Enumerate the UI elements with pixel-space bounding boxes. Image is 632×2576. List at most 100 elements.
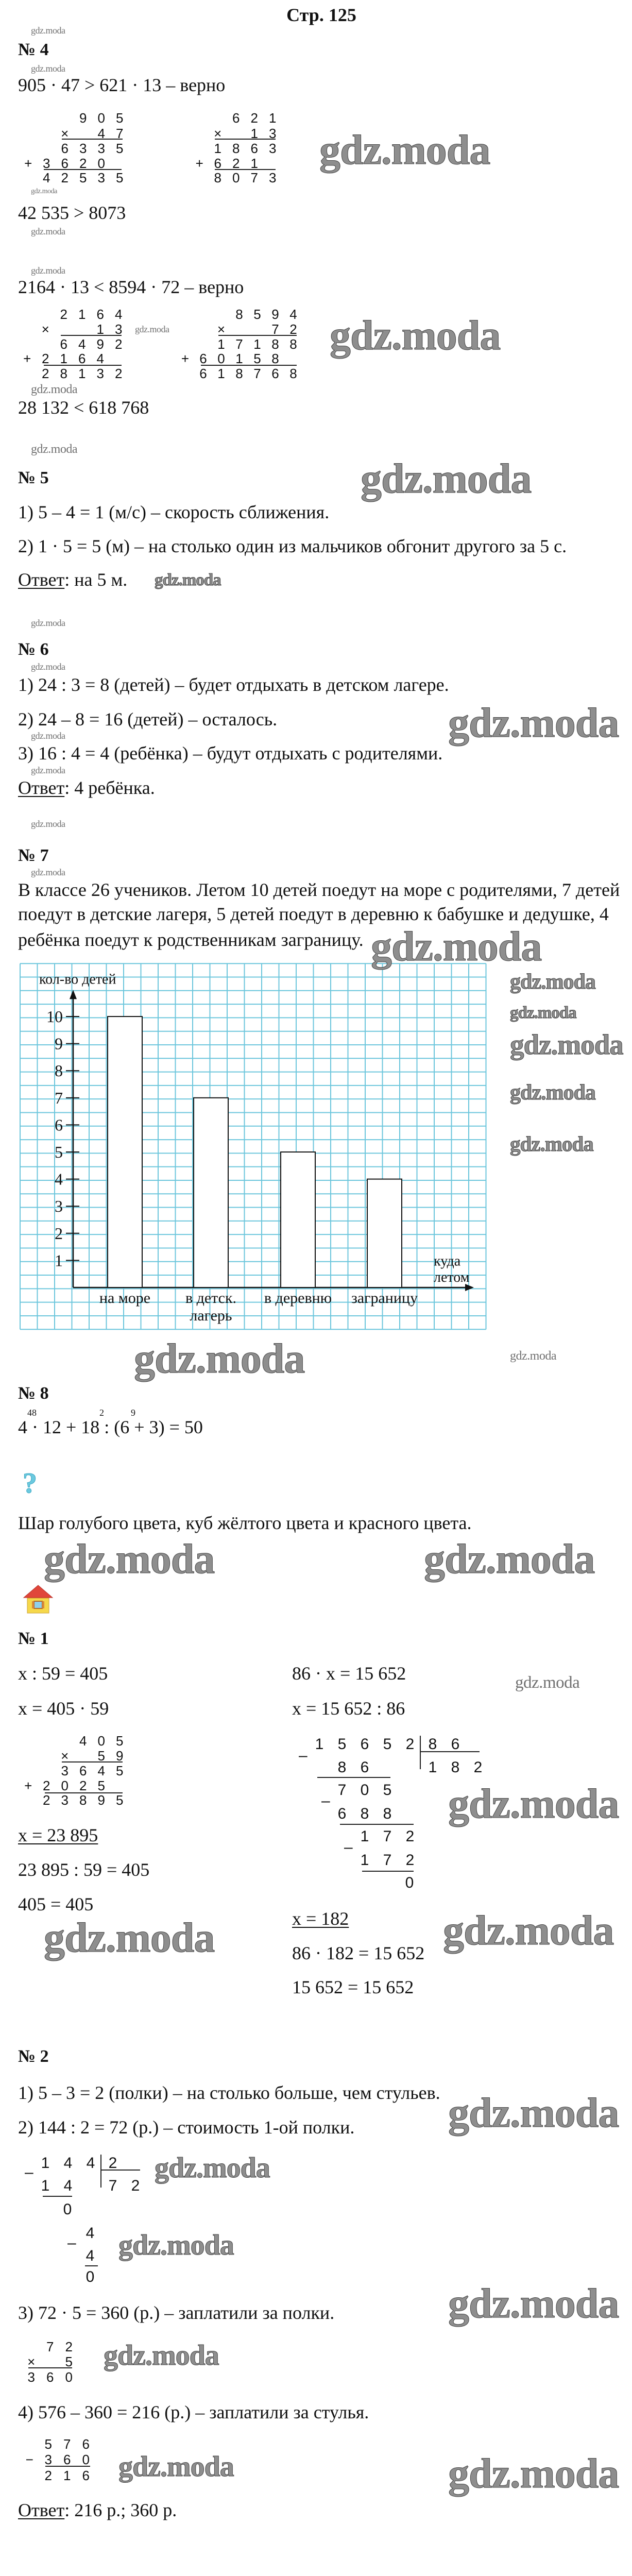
digit: 2 xyxy=(473,1758,483,1776)
digit: 6 xyxy=(96,306,104,322)
digit: 2 xyxy=(131,2177,140,2194)
operator: × xyxy=(41,321,49,337)
digit: 5 xyxy=(97,1748,105,1764)
watermark-logo: gdz.moda xyxy=(31,819,65,829)
digit: 5 xyxy=(383,1782,392,1799)
digit: 8 xyxy=(360,1805,369,1822)
digit: 8 xyxy=(289,365,297,381)
digit: 4 xyxy=(289,306,297,322)
digit: 7 xyxy=(337,1782,347,1799)
digit: 7 xyxy=(63,2436,71,2452)
digit: 1 xyxy=(269,110,277,126)
digit: 2 xyxy=(65,2339,73,2354)
hw-2-step-4: 4) 576 – 360 = 216 (р.) – заплатили за с… xyxy=(18,2402,369,2423)
y-axis-label: кол-во детей xyxy=(39,972,116,988)
y-tick-label: 5 xyxy=(55,1143,63,1161)
digit: 1 xyxy=(96,321,104,337)
digit: 9 xyxy=(79,110,87,126)
watermark-logo: gdz.moda xyxy=(370,923,542,970)
operator: × xyxy=(61,125,69,141)
digit: 9 xyxy=(97,1792,105,1808)
hw-2-step-2: 2) 144 : 2 = 72 (р.) – стоимость 1-ой по… xyxy=(18,2117,355,2138)
digit: 3 xyxy=(269,170,277,186)
digit: 6 xyxy=(271,365,279,381)
watermark-logo: gdz.moda xyxy=(510,1029,624,1060)
minus-sign: – xyxy=(25,2164,33,2181)
digit: 2 xyxy=(44,2467,52,2483)
digit: 2 xyxy=(108,2155,117,2172)
digit: 8 xyxy=(271,350,279,366)
calc-line xyxy=(44,365,122,366)
task-7-text-line: поедут в детские лагеря, 5 детей поедут … xyxy=(18,904,609,925)
blank-cell xyxy=(248,323,266,336)
calc-row: +3 6 2 0 xyxy=(0,157,129,170)
y-tick-label: 10 xyxy=(46,1007,63,1026)
division-line xyxy=(100,2169,140,2171)
x-category-label: в детск. xyxy=(185,1290,236,1307)
page-title: Стр. 125 xyxy=(286,4,356,25)
calc-row: +2 0 2 5 xyxy=(0,1779,129,1792)
digit: 4 xyxy=(86,2155,95,2172)
digit: 2 xyxy=(79,155,87,171)
digit: 1 xyxy=(41,2177,50,2194)
digit: 3 xyxy=(97,170,105,186)
digit: 6 xyxy=(78,350,86,366)
task-4-heading: № 4 xyxy=(18,40,49,60)
digit: 4 xyxy=(63,2155,73,2172)
hw-1-right-equation: 86 · x = 15 652 xyxy=(292,1663,406,1684)
x-category-label: на море xyxy=(99,1290,150,1307)
calc-line xyxy=(44,169,122,171)
digit: 0 xyxy=(405,1874,414,1892)
task-4-comparison-1: 905 · 47 > 621 · 13 – верно xyxy=(18,74,226,95)
digit: 6 xyxy=(337,1805,347,1822)
digit: 8 xyxy=(271,336,279,352)
digit: 1 xyxy=(78,306,86,322)
operator: × xyxy=(214,125,222,141)
digit: 3 xyxy=(44,2452,52,2468)
y-tick-label: 7 xyxy=(55,1089,63,1107)
digit: 6 xyxy=(232,110,240,126)
task-7-text-line: В классе 26 учеников. Летом 10 детей пое… xyxy=(18,879,620,900)
division-remainder: 0 xyxy=(79,2269,101,2285)
digit: 0 xyxy=(97,155,105,171)
answer-label: Ответ xyxy=(18,777,65,799)
watermark-logo: gdz.moda xyxy=(104,2340,220,2371)
digit: 7 xyxy=(116,125,124,141)
order-mark: 9 xyxy=(131,1408,135,1418)
operator: − xyxy=(25,2452,33,2468)
hw-1-right-check-result: 15 652 = 15 652 xyxy=(292,1977,414,1998)
digit: 2 xyxy=(289,321,297,337)
watermark-logo: gdz.moda xyxy=(510,1132,594,1156)
watermark-logo: gdz.moda xyxy=(31,662,65,672)
digit: 5 xyxy=(116,170,124,186)
digit: 6 xyxy=(250,140,258,156)
calc-line xyxy=(340,1824,414,1825)
division-step: 4 xyxy=(79,2248,101,2264)
task-6-step-2: 2) 24 – 8 = 16 (детей) – осталось. xyxy=(18,708,278,730)
bar xyxy=(193,1097,229,1289)
hw-1-heading: № 1 xyxy=(18,1629,49,1648)
question-mark-icon: ? xyxy=(23,1467,38,1500)
digit: 2 xyxy=(61,170,69,186)
x-axis-label: куда xyxy=(434,1253,461,1269)
calc-row: +6 0 1 5 8 xyxy=(0,352,302,365)
digit: 6 xyxy=(79,1763,87,1779)
digit: 7 xyxy=(383,1852,392,1869)
task-4-result-2: 28 132 < 618 768 xyxy=(18,397,149,418)
answer-text: : 216 р.; 360 р. xyxy=(64,2499,177,2520)
digit: 0 xyxy=(97,110,105,126)
calc-line xyxy=(62,139,123,140)
calc-line xyxy=(201,365,297,366)
digit: 7 xyxy=(108,2177,117,2194)
digit: 9 xyxy=(96,336,104,352)
y-tick-label: 8 xyxy=(55,1062,63,1080)
digit: 4 xyxy=(97,125,105,141)
